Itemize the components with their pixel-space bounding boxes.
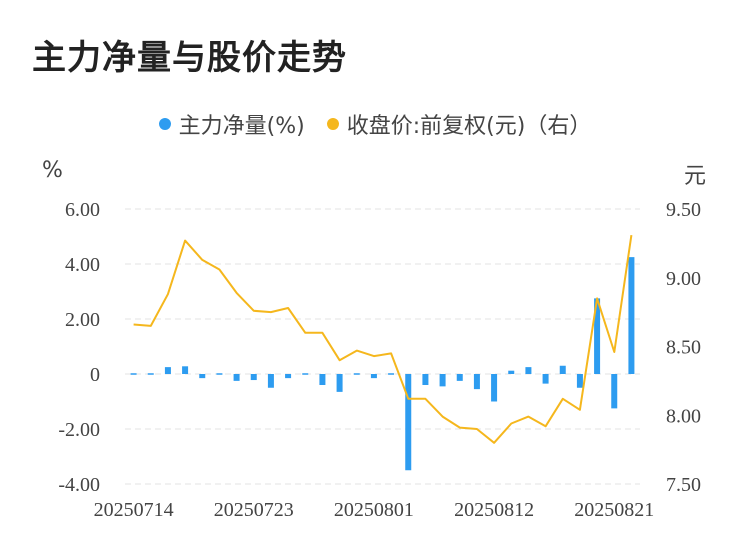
net-flow-bar[interactable] — [388, 373, 395, 375]
net-flow-bar[interactable] — [130, 373, 137, 375]
net-flow-bar[interactable] — [164, 367, 171, 374]
net-flow-bar[interactable] — [473, 374, 480, 390]
net-flow-bar[interactable] — [439, 374, 446, 387]
net-flow-bar[interactable] — [285, 374, 292, 379]
left-tick-label: 4.00 — [65, 254, 100, 276]
x-tick-label: 20250723 — [214, 499, 294, 521]
left-axis-unit: % — [42, 158, 63, 183]
net-flow-bar[interactable] — [576, 374, 583, 388]
net-flow-bar[interactable] — [336, 374, 343, 392]
close-price-line[interactable] — [133, 234, 633, 444]
net-flow-bar[interactable] — [233, 374, 240, 381]
net-flow-bar[interactable] — [508, 370, 515, 374]
x-tick-label: 20250821 — [574, 499, 654, 521]
net-flow-bar[interactable] — [456, 374, 463, 381]
net-flow-bar[interactable] — [182, 366, 189, 374]
legend-item-net-flow[interactable]: 主力净量(%) — [158, 108, 305, 140]
net-flow-bar[interactable] — [422, 374, 429, 385]
net-flow-bar[interactable] — [216, 373, 223, 375]
net-flow-bar[interactable] — [628, 257, 635, 374]
chart-title: 主力净量与股价走势 — [32, 38, 347, 78]
legend-dot-icon — [326, 118, 339, 130]
legend-label: 收盘价:前复权(元)（右） — [346, 114, 592, 139]
right-tick-label: 8.50 — [666, 337, 701, 359]
right-tick-label: 8.00 — [666, 405, 701, 427]
net-flow-bar[interactable] — [250, 374, 257, 381]
net-flow-bar[interactable] — [491, 374, 498, 402]
legend: 主力净量(%) 收盘价:前复权(元)（右） — [0, 108, 750, 140]
net-flow-bar[interactable] — [370, 374, 377, 379]
net-flow-bar[interactable] — [353, 373, 360, 375]
left-tick-label: -2.00 — [58, 419, 100, 441]
left-tick-label: 2.00 — [65, 309, 100, 331]
net-flow-bar[interactable] — [594, 298, 601, 374]
x-tick-label: 20250801 — [334, 499, 414, 521]
x-tick-label: 20250812 — [454, 499, 534, 521]
net-flow-bar[interactable] — [319, 374, 326, 385]
net-flow-bar[interactable] — [559, 365, 566, 374]
net-flow-bar[interactable] — [525, 367, 532, 374]
net-flow-bar[interactable] — [611, 374, 618, 409]
left-tick-label: 6.00 — [65, 199, 100, 221]
net-flow-bar[interactable] — [302, 373, 309, 375]
right-tick-label: 7.50 — [666, 474, 701, 496]
x-tick-label: 20250714 — [94, 499, 174, 521]
right-axis-unit: 元 — [684, 164, 707, 189]
legend-dot-icon — [158, 118, 171, 130]
net-flow-bar[interactable] — [405, 374, 412, 471]
net-flow-bar[interactable] — [542, 374, 549, 384]
legend-item-close-price[interactable]: 收盘价:前复权(元)（右） — [326, 108, 592, 140]
left-tick-label: -4.00 — [58, 474, 100, 496]
net-flow-bar[interactable] — [199, 374, 206, 379]
net-flow-bar[interactable] — [267, 374, 274, 388]
net-flow-bar[interactable] — [147, 373, 154, 375]
right-tick-label: 9.50 — [666, 199, 701, 221]
legend-label: 主力净量(%) — [178, 114, 305, 139]
right-tick-label: 9.00 — [666, 268, 701, 290]
left-tick-label: 0 — [90, 364, 100, 386]
